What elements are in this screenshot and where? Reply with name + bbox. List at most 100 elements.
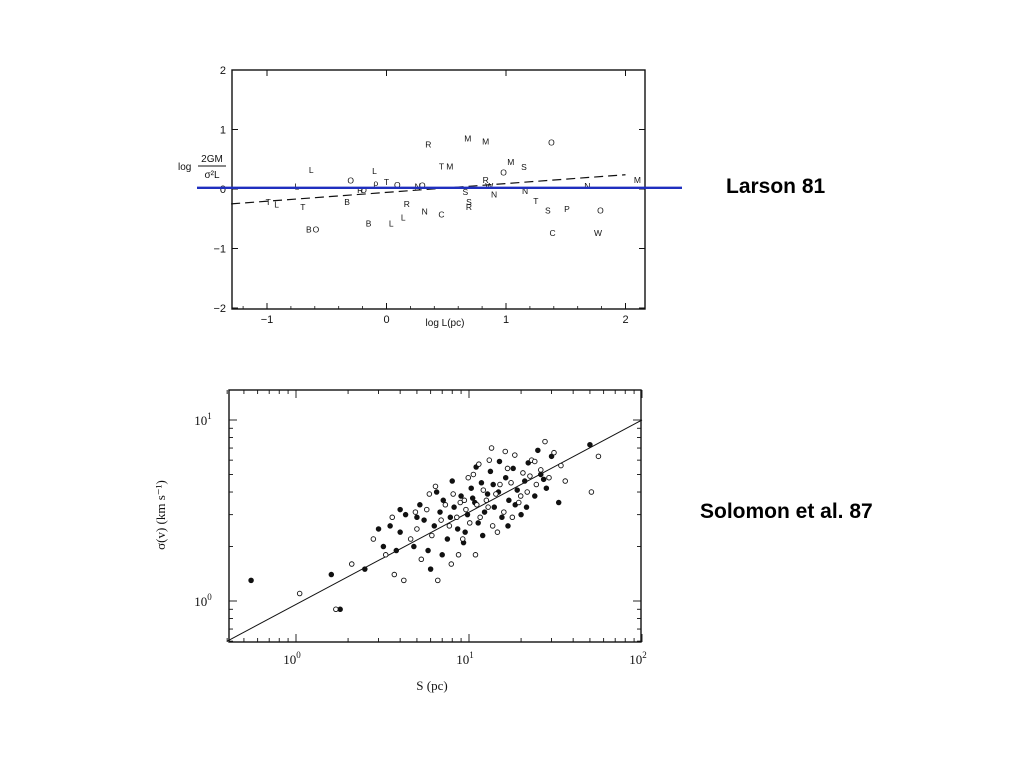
data-point-label: R <box>404 199 410 209</box>
data-point-filled <box>523 504 530 510</box>
data-point-filled <box>487 468 494 475</box>
data-point-label: N <box>491 189 497 199</box>
data-point-label: T <box>266 197 271 207</box>
data-point-filled <box>555 499 562 506</box>
data-point-open <box>509 514 516 521</box>
data-point-open <box>435 577 441 584</box>
data-point-filled <box>411 543 417 550</box>
y-tick-label: −2 <box>213 303 226 315</box>
data-point-filled <box>397 506 403 513</box>
data-point-label: ρ <box>373 178 378 188</box>
y-tick-label: −1 <box>213 244 226 256</box>
data-point-filled <box>490 481 496 488</box>
x-tick-label: 101 <box>456 650 474 667</box>
data-point-filled <box>532 493 538 499</box>
data-point-label: L <box>309 165 314 175</box>
data-point-open <box>489 523 496 529</box>
data-point-filled <box>458 493 464 499</box>
data-point-filled <box>548 453 555 460</box>
data-point-filled <box>506 497 512 504</box>
data-point-filled <box>499 514 505 521</box>
data-point-open <box>429 532 435 539</box>
plot-frame <box>228 389 642 643</box>
x-tick-label: 1 <box>503 314 509 326</box>
data-point-open <box>472 552 479 558</box>
data-point-label: C <box>438 210 444 220</box>
data-point-filled <box>510 465 516 472</box>
data-point-filled <box>414 514 420 521</box>
data-point-label: R <box>357 185 363 195</box>
data-point-label: M <box>446 161 453 171</box>
data-point-label: D <box>361 185 367 195</box>
data-point-filled <box>454 526 461 532</box>
data-point-label: L <box>274 199 279 209</box>
data-point-open <box>389 514 395 521</box>
data-point-open <box>538 467 544 473</box>
y-axis-label: σ(v) (km s⁻¹) <box>153 480 168 550</box>
data-point-label: T <box>439 161 444 171</box>
larson-caption: Larson 81 <box>726 175 826 198</box>
data-point-filled <box>451 504 457 510</box>
data-point-open <box>432 483 439 490</box>
data-point-open <box>463 506 469 513</box>
data-point-open <box>595 453 602 460</box>
solomon-chart: 100 101 102 100 101 S (pc) σ(v) (km s⁻¹) <box>153 389 647 693</box>
data-point-label: R <box>483 175 489 185</box>
data-point-filled <box>447 514 454 521</box>
data-point-open <box>533 481 540 488</box>
data-point-open <box>348 561 355 567</box>
y-axis-label-numerator: 2GM <box>201 154 223 165</box>
data-point-open <box>426 491 433 497</box>
data-point-open <box>382 552 389 558</box>
data-point-open <box>457 499 463 506</box>
data-point-filled <box>440 497 447 504</box>
data-point-open <box>480 487 487 493</box>
data-point-open <box>508 480 514 486</box>
data-point-filled <box>464 511 471 518</box>
data-point-open <box>486 457 493 463</box>
data-point-open <box>446 523 453 529</box>
data-point-open <box>474 502 480 508</box>
solomon-caption: Solomon et al. 87 <box>700 500 873 523</box>
data-point-label: N <box>522 186 528 196</box>
data-point-label: B <box>306 224 312 234</box>
data-point-label: O <box>500 167 507 177</box>
data-point-label: S <box>466 197 472 207</box>
data-point-open <box>391 571 398 578</box>
y-tick-label: 2 <box>220 65 226 77</box>
y-axis-label-denominator: σ²L <box>204 170 220 181</box>
x-tick-label: 102 <box>629 650 647 667</box>
data-point-label: R <box>425 139 431 149</box>
data-point-filled <box>375 526 382 532</box>
data-point-filled <box>433 489 440 495</box>
data-point-open <box>418 556 425 563</box>
data-point-filled <box>479 532 486 539</box>
data-point-label: O <box>597 205 604 215</box>
data-point-label: S <box>545 205 551 215</box>
data-point-filled <box>425 547 431 554</box>
data-point-label: N <box>422 207 428 217</box>
data-point-open <box>477 514 483 521</box>
data-point-filled <box>484 491 491 497</box>
data-point-open <box>454 514 460 521</box>
data-point-label: O <box>394 180 401 190</box>
data-point-filled <box>402 511 409 518</box>
data-point-filled <box>502 474 509 481</box>
data-point-open <box>524 489 530 495</box>
y-tick-label: 100 <box>194 592 212 609</box>
x-tick-label: 0 <box>383 314 389 326</box>
data-point-filled <box>468 485 474 491</box>
data-point-label: L <box>389 219 394 229</box>
data-point-filled <box>444 536 451 542</box>
data-point-open <box>466 520 473 526</box>
data-point-label: B <box>344 197 350 207</box>
data-point-filled <box>478 480 485 486</box>
data-point-open <box>438 517 444 523</box>
data-point-open <box>459 536 466 542</box>
data-point-filled <box>518 511 524 518</box>
y-tick-label: 101 <box>194 411 212 428</box>
data-point-label: M <box>482 136 489 146</box>
data-point-filled <box>543 485 550 491</box>
data-point-filled <box>431 523 438 529</box>
